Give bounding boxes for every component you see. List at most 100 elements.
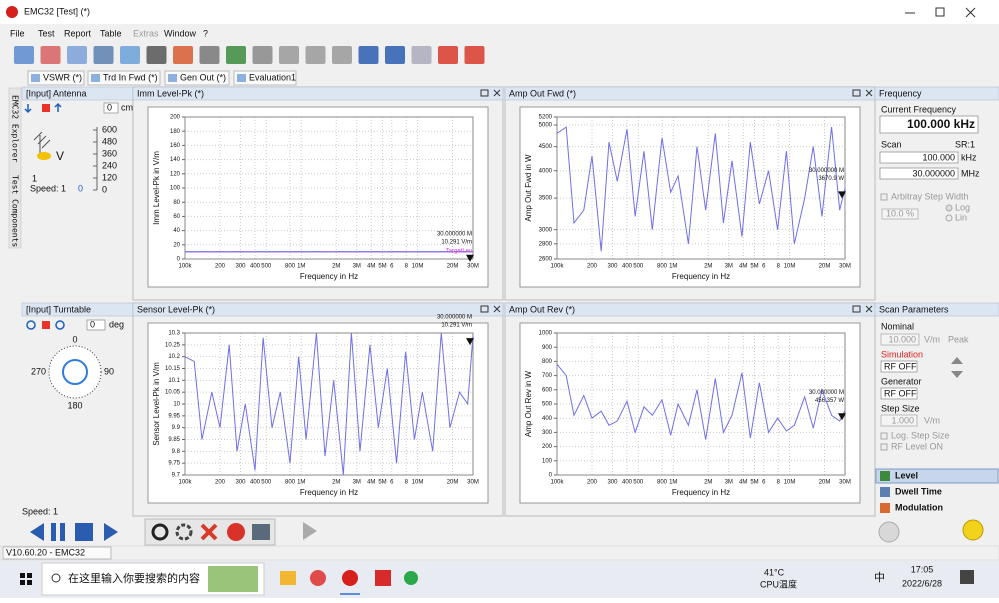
y-tick-label: 10.3 — [168, 331, 180, 337]
mast-label: 120 — [102, 172, 117, 182]
y-tick-label: 100 — [542, 458, 553, 464]
toolbar-button[interactable] — [120, 46, 140, 64]
toolbar-button[interactable] — [41, 46, 61, 64]
tab-label[interactable]: Evaluation1 — [249, 72, 296, 82]
toolbar-button[interactable] — [226, 46, 246, 64]
y-tick-label: 2800 — [539, 241, 553, 247]
side-tab[interactable]: EMC32 Explorer — [11, 95, 20, 163]
x-tick-label: 500 — [261, 264, 272, 270]
toolbar-button[interactable] — [253, 46, 273, 64]
menu-item[interactable]: Extras — [133, 28, 159, 38]
y-tick-label: 200 — [170, 115, 181, 121]
toolbar-button[interactable] — [359, 46, 379, 64]
y-tick-label: 1000 — [539, 331, 553, 337]
y-tick-label: 100 — [170, 186, 181, 192]
x-tick-label: 300 — [607, 264, 618, 270]
chart-box — [148, 107, 488, 287]
menu-item[interactable]: ? — [203, 28, 208, 38]
taskbar-app[interactable] — [310, 570, 326, 586]
tab-label[interactable]: Gen Out (*) — [180, 72, 226, 82]
x-tick-label: 1M — [297, 264, 305, 270]
tab-label[interactable]: Trd In Fwd (*) — [103, 72, 158, 82]
x-tick-label: 400 — [250, 264, 261, 270]
label: SR:1 — [955, 139, 975, 149]
y-tick-label: 120 — [170, 171, 181, 177]
cpu-label: CPU温度 — [760, 578, 797, 589]
x-tick-label: 5M — [750, 264, 758, 270]
x-tick-label: 20M — [447, 264, 459, 270]
list-item[interactable]: Modulation — [895, 502, 943, 512]
x-tick-label: 100k — [178, 264, 192, 270]
pause-button[interactable] — [60, 523, 65, 541]
label: Log. Step Size — [891, 430, 950, 440]
toolbar-button[interactable] — [332, 46, 352, 64]
menu-item[interactable]: File — [10, 28, 25, 38]
menu-item[interactable]: Window — [164, 28, 197, 38]
toolbar-button[interactable] — [438, 46, 458, 64]
label: Arbitray Step Width — [891, 191, 969, 201]
pause-button[interactable] — [51, 523, 56, 541]
height-value: 0 — [107, 102, 112, 112]
list-item[interactable]: Level — [895, 470, 918, 480]
device-button[interactable] — [252, 524, 270, 540]
toolbar-button[interactable] — [147, 46, 167, 64]
taskbar-app[interactable] — [280, 571, 296, 585]
y-tick-label: 20 — [173, 242, 180, 248]
toolbar-button[interactable] — [94, 46, 114, 64]
menu-item[interactable]: Table — [100, 28, 122, 38]
toolbar-button[interactable] — [200, 46, 220, 64]
y-tick-label: 180 — [170, 129, 181, 135]
checkbox[interactable] — [881, 444, 887, 450]
taskbar-app[interactable] — [375, 570, 391, 586]
y-tick-label: 10.25 — [165, 342, 181, 348]
ime[interactable]: 中 — [874, 571, 885, 584]
taskbar-app[interactable] — [404, 571, 418, 585]
y-tick-label: 9.8 — [172, 449, 181, 455]
label: Peak — [948, 334, 969, 344]
radio[interactable] — [946, 205, 952, 211]
checkbox[interactable] — [881, 433, 887, 439]
notification[interactable] — [960, 570, 974, 584]
menu-item[interactable]: Test — [38, 28, 55, 38]
toolbar-button[interactable] — [173, 46, 193, 64]
taskbar-app[interactable] — [342, 570, 358, 586]
x-tick-label: 20M — [819, 480, 831, 486]
tab-label[interactable]: VSWR (*) — [43, 72, 82, 82]
x-tick-label: 30M — [839, 264, 851, 270]
toolbar-button[interactable] — [385, 46, 405, 64]
stop-button[interactable] — [75, 523, 93, 541]
menu-item[interactable]: Report — [64, 28, 92, 38]
y-tick-label: 3000 — [539, 227, 553, 233]
app-icon — [6, 6, 18, 18]
search-banner — [208, 566, 258, 592]
x-tick-label: 30M — [467, 264, 479, 270]
y-tick-label: 2600 — [539, 257, 553, 263]
toolbar-button[interactable] — [306, 46, 326, 64]
checkbox[interactable] — [881, 194, 887, 200]
stop-sign[interactable] — [227, 523, 245, 541]
toolbar-button[interactable] — [14, 46, 34, 64]
x-tick-label: 3M — [725, 264, 733, 270]
y-tick-label: 10.05 — [165, 390, 181, 396]
radio[interactable] — [946, 215, 952, 221]
x-tick-label: 200 — [587, 264, 598, 270]
x-axis-label: Frequency in Hz — [300, 272, 358, 281]
stop-button[interactable] — [42, 321, 50, 329]
annotation: 30.000000 M — [809, 168, 844, 174]
x-tick-label: 5M — [378, 480, 386, 486]
x-tick-label: 100k — [178, 480, 192, 486]
list-icon — [880, 487, 890, 497]
list-item[interactable]: Dwell Time — [895, 486, 942, 496]
y-tick-label: 300 — [542, 430, 553, 436]
dial-knob[interactable] — [63, 360, 87, 384]
y-tick-label: 800 — [542, 359, 553, 365]
y-tick-label: 160 — [170, 143, 181, 149]
toolbar-button[interactable] — [412, 46, 432, 64]
toolbar-button[interactable] — [279, 46, 299, 64]
annotation: 10.291 V/m — [441, 323, 472, 329]
toolbar-button[interactable] — [67, 46, 87, 64]
toolbar-button[interactable] — [465, 46, 485, 64]
stop-button[interactable] — [42, 104, 50, 112]
side-tab[interactable]: Test Components — [11, 175, 20, 247]
